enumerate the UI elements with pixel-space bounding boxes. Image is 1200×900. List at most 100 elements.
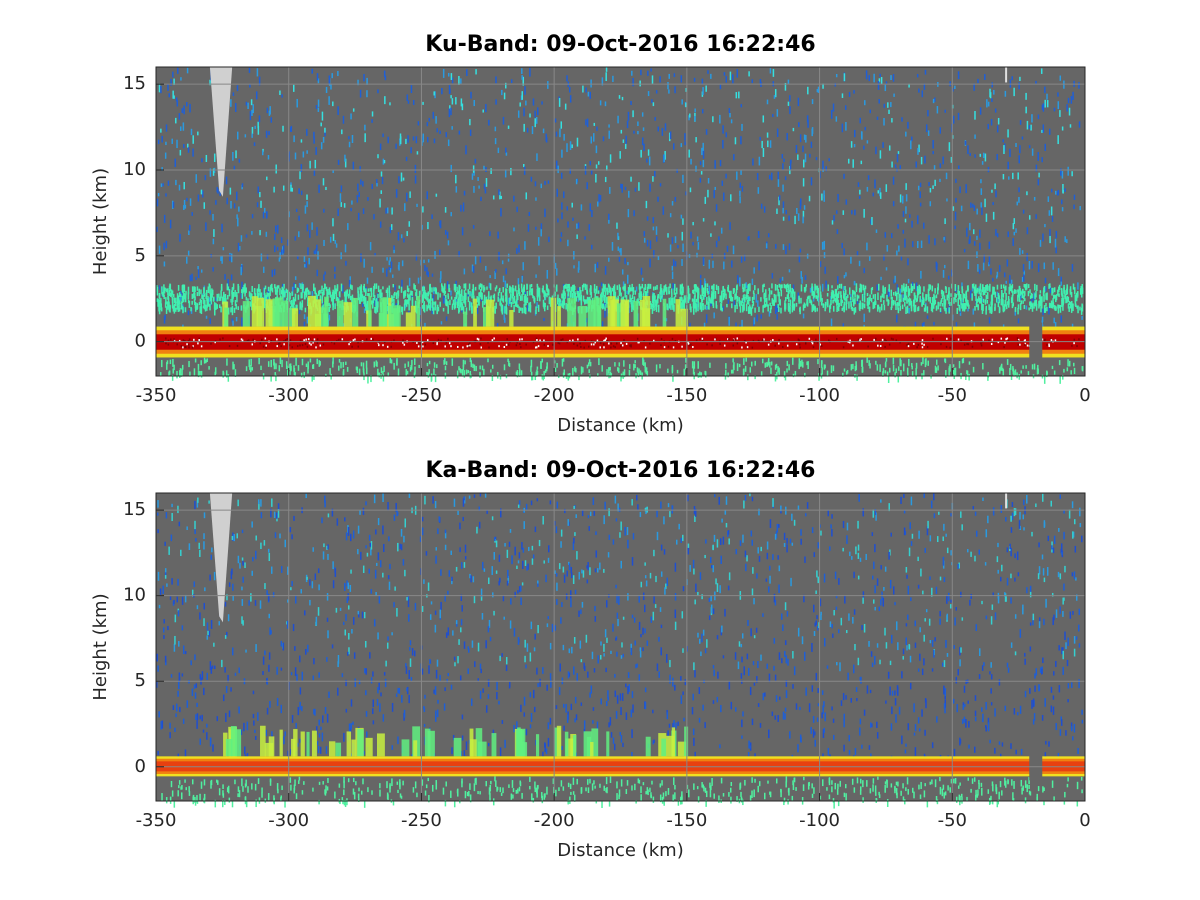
clutter bbox=[965, 304, 967, 310]
noise-streak bbox=[1021, 250, 1024, 254]
surface-speck bbox=[506, 338, 508, 341]
clutter bbox=[919, 286, 921, 295]
clutter bbox=[673, 304, 675, 312]
noise-streak bbox=[1012, 238, 1014, 246]
clutter bbox=[203, 297, 205, 305]
clutter bbox=[451, 358, 454, 366]
noise-streak bbox=[879, 187, 881, 197]
clutter bbox=[911, 365, 913, 370]
noise-streak bbox=[473, 170, 475, 176]
clutter bbox=[588, 359, 591, 364]
clutter bbox=[1081, 366, 1084, 371]
clutter bbox=[325, 373, 327, 378]
clutter bbox=[1058, 304, 1060, 309]
clutter bbox=[433, 362, 436, 368]
noise-streak bbox=[741, 319, 743, 328]
noise-streak bbox=[646, 158, 648, 163]
noise-streak bbox=[905, 183, 907, 190]
clutter bbox=[644, 365, 647, 373]
noise-streak bbox=[647, 91, 650, 97]
surface-speck bbox=[921, 339, 924, 342]
surface-speck bbox=[734, 338, 737, 341]
noise-streak bbox=[1064, 236, 1066, 243]
clutter bbox=[370, 293, 373, 298]
noise-streak bbox=[703, 295, 706, 299]
clutter bbox=[474, 286, 477, 291]
clutter bbox=[513, 299, 516, 304]
clutter bbox=[900, 359, 902, 367]
noise-streak bbox=[394, 285, 396, 291]
clutter bbox=[758, 306, 760, 313]
noise-streak bbox=[924, 155, 926, 164]
surface-speck bbox=[357, 341, 359, 344]
surface-speck bbox=[1073, 338, 1076, 341]
surface-speck bbox=[289, 339, 292, 342]
noise-streak bbox=[664, 150, 666, 160]
noise-streak bbox=[192, 148, 194, 157]
noise-streak bbox=[692, 221, 694, 226]
noise-streak bbox=[706, 305, 708, 310]
clutter bbox=[427, 372, 430, 378]
clutter bbox=[494, 287, 497, 292]
clutter bbox=[191, 293, 194, 300]
surface-speck bbox=[752, 339, 755, 342]
noise-streak bbox=[823, 194, 826, 202]
surface-speck bbox=[393, 339, 395, 342]
noise-streak bbox=[501, 260, 504, 265]
clutter bbox=[1002, 284, 1005, 289]
clutter bbox=[504, 292, 507, 297]
clutter bbox=[604, 307, 606, 311]
noise-streak bbox=[1035, 80, 1037, 85]
surface-speck bbox=[608, 342, 610, 345]
noise-streak bbox=[653, 249, 655, 258]
clutter bbox=[237, 306, 240, 311]
surface-speck bbox=[319, 344, 322, 347]
clutter bbox=[765, 289, 767, 298]
noise-streak bbox=[782, 244, 785, 250]
noise-streak bbox=[746, 285, 749, 292]
clutter bbox=[208, 303, 210, 307]
clutter bbox=[896, 294, 898, 299]
clutter bbox=[902, 297, 905, 302]
noise-streak bbox=[345, 260, 347, 266]
noise-streak bbox=[1050, 188, 1053, 193]
noise-streak bbox=[909, 214, 911, 218]
clutter bbox=[890, 296, 893, 300]
clutter bbox=[479, 371, 481, 377]
noise-streak bbox=[843, 173, 845, 179]
clutter bbox=[499, 374, 502, 380]
clutter bbox=[610, 373, 613, 377]
noise-streak bbox=[702, 150, 705, 159]
clutter bbox=[313, 374, 315, 380]
clutter bbox=[439, 301, 441, 307]
clutter bbox=[458, 284, 460, 293]
noise-streak bbox=[853, 90, 855, 94]
clutter bbox=[612, 288, 615, 296]
noise-streak bbox=[925, 124, 928, 133]
noise-streak bbox=[641, 137, 644, 146]
clutter bbox=[460, 289, 463, 297]
noise-streak bbox=[461, 227, 464, 236]
clutter bbox=[172, 293, 175, 298]
surface-speck bbox=[445, 341, 448, 344]
clutter bbox=[894, 372, 896, 378]
noise-streak bbox=[759, 136, 761, 141]
noise-streak bbox=[389, 102, 391, 106]
surface-speck bbox=[590, 343, 593, 346]
clutter bbox=[685, 357, 687, 363]
surface-speck bbox=[674, 340, 677, 343]
noise-streak bbox=[685, 88, 687, 92]
clutter bbox=[1074, 294, 1077, 303]
noise-streak bbox=[309, 160, 311, 169]
clutter bbox=[232, 283, 235, 290]
clutter bbox=[241, 293, 244, 299]
clutter bbox=[767, 304, 769, 312]
noise-streak bbox=[1081, 316, 1083, 320]
noise-streak bbox=[405, 156, 408, 162]
noise-streak bbox=[268, 291, 270, 295]
clutter bbox=[175, 297, 177, 303]
clutter bbox=[445, 299, 448, 307]
clutter bbox=[565, 302, 567, 310]
clutter bbox=[717, 285, 720, 291]
noise-streak bbox=[984, 74, 986, 81]
